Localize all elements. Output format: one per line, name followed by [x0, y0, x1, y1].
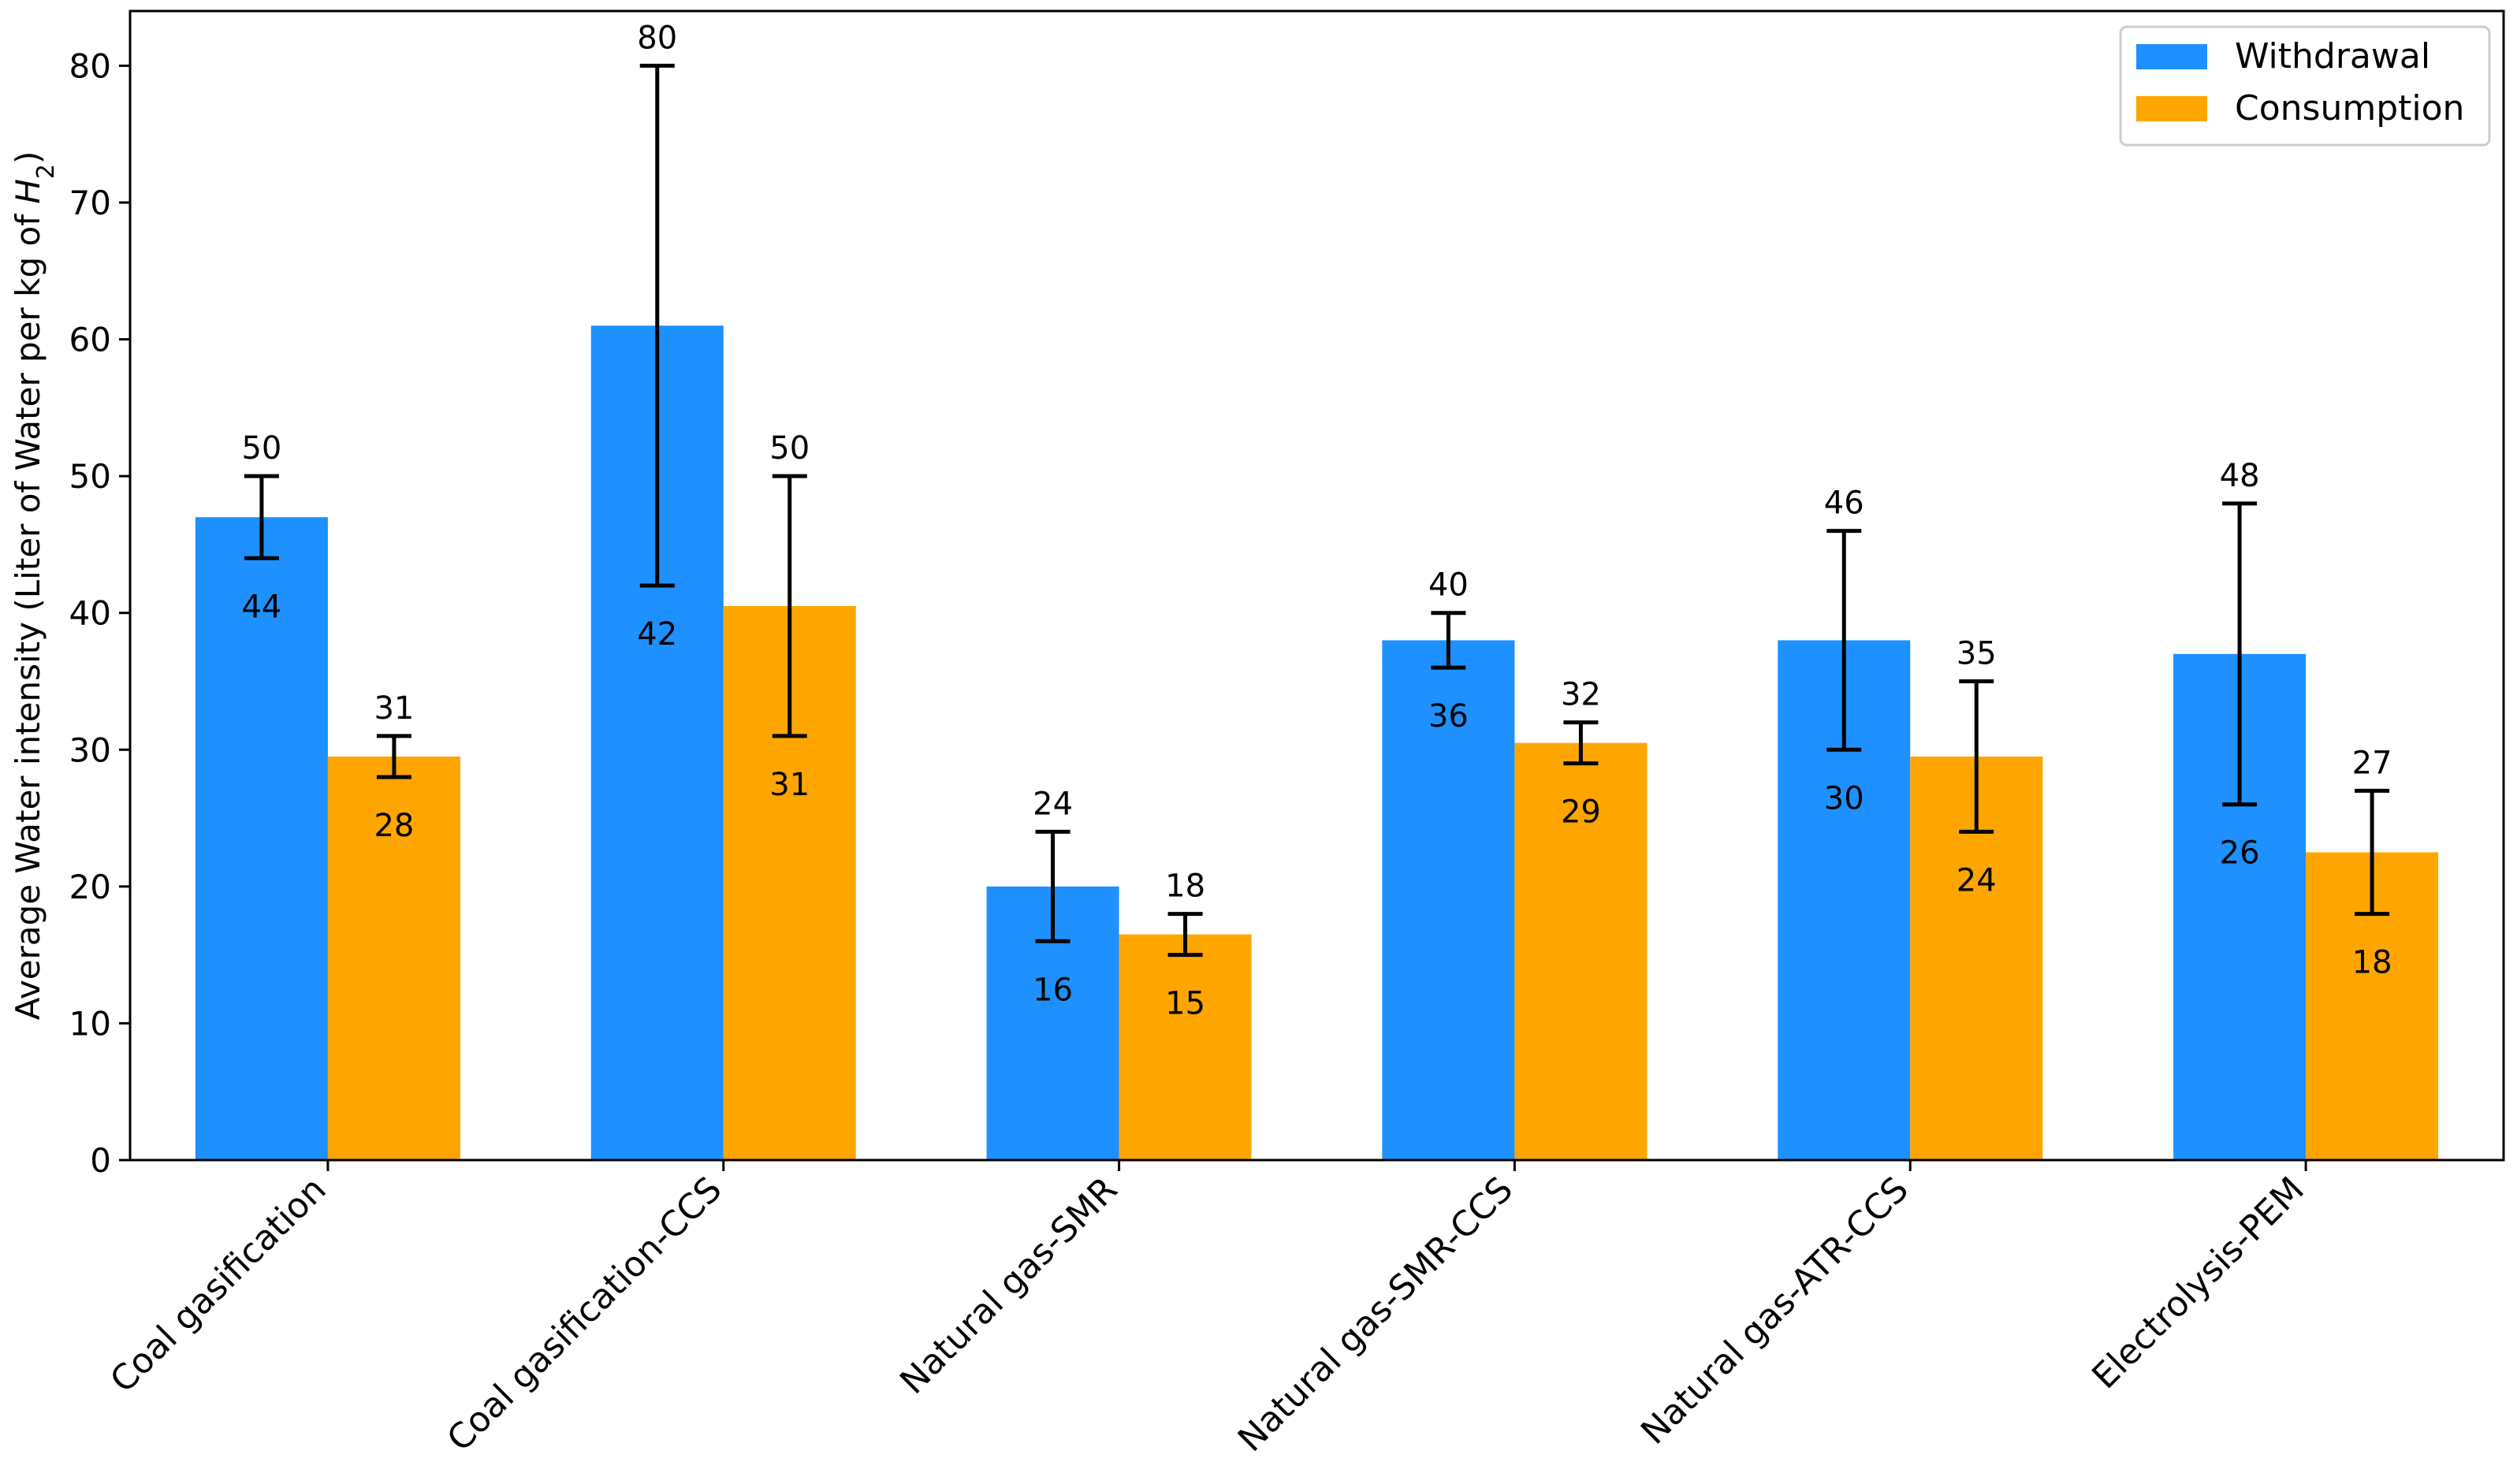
- errorbar-withdrawal-2: [1035, 829, 1070, 943]
- x-tick-label-2: Natural gas-SMR: [892, 1170, 1125, 1402]
- label-low-withdrawal-4: 30: [1824, 780, 1864, 816]
- label-low-withdrawal-1: 42: [637, 616, 677, 653]
- x-tick-label-5: Electrolysis-PEM: [2084, 1170, 2312, 1397]
- x-tick-label-4: Natural gas-ATR-CCS: [1633, 1170, 1916, 1452]
- bar-consumption-2: [1119, 934, 1252, 1160]
- label-high-withdrawal-0: 50: [241, 430, 281, 467]
- legend-label-withdrawal: Withdrawal: [2235, 36, 2430, 76]
- y-tick-label-60: 60: [69, 321, 111, 359]
- label-low-consumption-2: 15: [1165, 986, 1205, 1022]
- y-tick-label-80: 80: [69, 46, 111, 85]
- label-high-withdrawal-4: 46: [1824, 485, 1864, 522]
- y-axis-label: Average Water intensity (Liter of Water …: [9, 151, 60, 1021]
- label-high-withdrawal-3: 40: [1428, 567, 1469, 604]
- errorbar-consumption-4: [1959, 679, 1994, 834]
- label-low-consumption-5: 18: [2352, 945, 2392, 981]
- label-high-withdrawal-1: 80: [637, 20, 677, 56]
- label-low-withdrawal-0: 44: [241, 589, 281, 625]
- legend: Withdrawal Consumption: [2119, 25, 2491, 147]
- label-low-consumption-1: 31: [769, 767, 810, 803]
- bar-consumption-0: [327, 756, 460, 1160]
- label-high-consumption-4: 35: [1957, 636, 1997, 672]
- bars-layer: [195, 325, 2439, 1160]
- y-tick-label-20: 20: [69, 868, 111, 906]
- y-tick-label-10: 10: [69, 1004, 111, 1043]
- y-tick-label-70: 70: [69, 184, 111, 222]
- x-tick-label-0: Coal gasification: [102, 1170, 333, 1400]
- label-low-withdrawal-3: 36: [1428, 698, 1469, 735]
- label-low-consumption-0: 28: [374, 808, 414, 844]
- y-tick-label-30: 30: [69, 731, 111, 769]
- x-tick-label-1: Coal gasification-CCS: [440, 1170, 730, 1460]
- label-low-consumption-3: 29: [1561, 794, 1601, 831]
- errorbar-consumption-0: [376, 734, 411, 779]
- errorbar-withdrawal-0: [244, 474, 279, 560]
- errorbar-withdrawal-3: [1431, 611, 1466, 670]
- legend-box: [2119, 25, 2491, 147]
- errorbar-withdrawal-5: [2222, 501, 2258, 807]
- label-high-consumption-2: 18: [1165, 868, 1205, 905]
- y-tick-label-40: 40: [69, 594, 111, 633]
- y-tick-label-50: 50: [69, 457, 111, 496]
- legend-swatch-withdrawal: [2136, 44, 2207, 69]
- errorbar-withdrawal-1: [639, 63, 675, 588]
- label-low-consumption-4: 24: [1957, 862, 1997, 898]
- label-low-withdrawal-2: 16: [1033, 972, 1073, 1008]
- label-high-consumption-0: 31: [374, 690, 414, 727]
- y-tick-label-0: 0: [90, 1141, 111, 1180]
- bar-consumption-3: [1514, 742, 1648, 1160]
- label-high-consumption-3: 32: [1561, 677, 1601, 713]
- label-high-withdrawal-5: 48: [2220, 458, 2260, 494]
- error-bars-layer: [244, 63, 2390, 958]
- label-high-consumption-5: 27: [2352, 745, 2392, 781]
- legend-swatch-consumption: [2136, 96, 2207, 121]
- bar-withdrawal-0: [195, 517, 328, 1160]
- errorbar-consumption-1: [772, 474, 807, 738]
- legend-label-consumption: Consumption: [2235, 88, 2464, 128]
- errorbar-withdrawal-4: [1826, 529, 1862, 752]
- label-high-withdrawal-2: 24: [1033, 786, 1073, 822]
- label-high-consumption-1: 50: [769, 430, 810, 467]
- error-labels-layer: 50 44 80 42 24 16 40 36 46 30 48 26 31 28 50 31 18 15 32 29…: [241, 20, 2392, 1021]
- x-tick-label-3: Natural gas-SMR-CCS: [1231, 1170, 1521, 1460]
- plot-frame: [128, 9, 2505, 1162]
- bar-withdrawal-3: [1382, 640, 1515, 1160]
- errorbar-consumption-2: [1167, 912, 1203, 958]
- errorbar-consumption-5: [2355, 788, 2390, 917]
- errorbar-consumption-3: [1563, 720, 1599, 766]
- label-low-withdrawal-5: 26: [2220, 835, 2260, 872]
